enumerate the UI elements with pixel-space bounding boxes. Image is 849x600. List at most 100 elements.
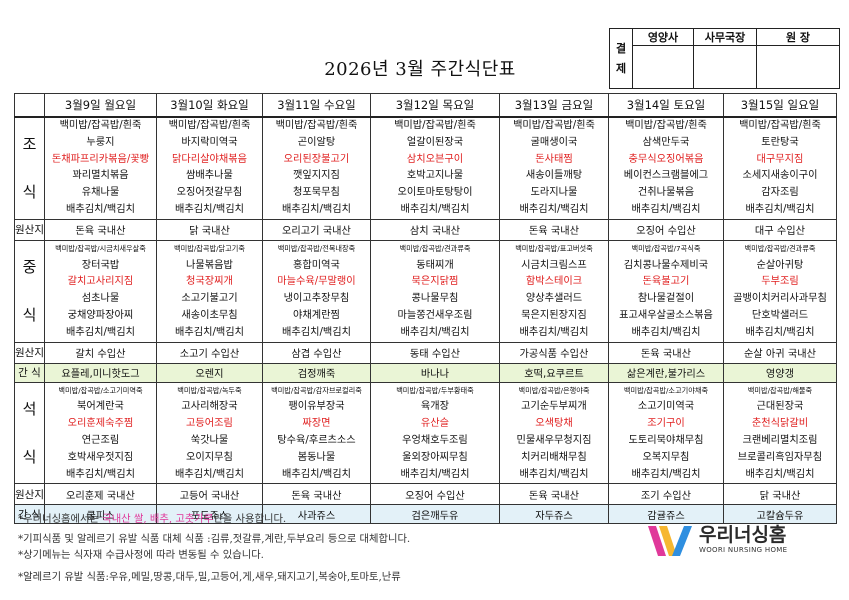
dinner-origin-cell: 닭 국내산 — [722, 483, 837, 506]
dinner-menu-item: 고등어조림 — [186, 418, 233, 430]
lunch-menu-item: 나물볶음밥 — [186, 259, 233, 271]
breakfast-menu-item: 호박고지나물 — [406, 170, 464, 182]
lunch-menu-cell: 백미밥/잡곡밥/시금치새우살죽 장터국밥 갈치고사리지짐 섬초나물 궁채양파장아찌 배추김… — [43, 239, 157, 343]
dinner-menu-item: 백미밥/잡곡밥/두부황태죽 — [396, 385, 474, 395]
dinner-menu-item: 도토리묵야채무침 — [628, 434, 704, 446]
dinner-menu-item: 배추김치/백김치 — [174, 468, 244, 480]
breakfast-label-char: 조 — [22, 135, 37, 154]
breakfast-menu-item: 백미밥/잡곡밥/흰죽 — [59, 120, 142, 131]
breakfast-menu-item: 유채나물 — [81, 187, 120, 199]
dinner-menu-item: 춘천식닭갈비 — [751, 418, 809, 430]
breakfast-menu-cell: 백미밥/잡곡밥/흰죽 토란탕국 대구무지짐 소세지새송이구이 감자조림 배추김치/백김치 — [722, 116, 837, 220]
breakfast-menu-cell: 백미밥/잡곡밥/흰죽 바지락미역국 닭다리살야채볶음 쌈배추나물 오징어젓갈무침 배추김치… — [155, 116, 263, 220]
snack1-label: 간 식 — [14, 362, 45, 383]
breakfast-menu-item: 배추김치/백김치 — [400, 203, 470, 215]
lunch-menu-cell: 백미밥/잡곡밥/전복내장죽 홍합미역국 마늘수육/무말랭이 냉이고추장무침 야채계란찜 배… — [261, 239, 371, 343]
lunch-menu-item: 청국장찌개 — [186, 276, 233, 288]
dinner-menu-item: 치커리배채무침 — [521, 451, 587, 463]
breakfast-menu-item: 삼치오븐구이 — [406, 153, 464, 165]
breakfast-origin-cell: 삼치 국내산 — [369, 218, 500, 241]
dinner-menu-item: 북어계란국 — [77, 401, 124, 413]
breakfast-menu-item: 백미밥/잡곡밥/흰죽 — [168, 120, 251, 131]
dinner-menu-item: 소고기미역국 — [637, 401, 695, 413]
dinner-menu-item: 근대된장국 — [756, 401, 804, 413]
lunch-menu-item: 장터국밥 — [81, 259, 120, 271]
dinner-menu-item: 백미밥/잡곡밥/은행야죽 — [518, 385, 590, 395]
lunch-menu-item: 두부조림 — [761, 276, 799, 288]
lunch-menu-item: 함박스테이크 — [525, 276, 583, 288]
snack2-cell: 사과쥬스 — [261, 504, 371, 525]
lunch-menu-item: 소고기불고기 — [181, 293, 238, 305]
approval-head-manager: 사무국장 — [693, 28, 757, 46]
lunch-menu-item: 백미밥/잡곡밥/견과류죽 — [399, 243, 471, 253]
breakfast-menu-item: 토란탕국 — [761, 136, 799, 148]
breakfast-menu-item: 오이토마토탕탕이 — [397, 187, 473, 199]
breakfast-menu-item: 돈채파프리카볶음/꽃빵 — [51, 153, 150, 165]
dinner-menu-item: 오이지무침 — [186, 451, 233, 463]
breakfast-origin-row: 원산지 돈육 국내산 닭 국내산 오리고기 국내산 삼치 국내산 돈육 국내산 오징어 수입… — [14, 218, 837, 241]
day-header: 3월11일 수요일 — [261, 93, 371, 118]
note-line: *기피식품 및 알레르기 유발 식품 대체 식품 :김류,젓갈류,계란,두부요리… — [18, 533, 411, 545]
logo-icon — [648, 526, 692, 556]
approval-head-director: 원 장 — [756, 28, 840, 46]
dinner-menu-cell: 백미밥/잡곡밥/해물죽 근대된장국 춘천식닭갈비 크랜베리멸치조림 브로콜리흑임자무침 배… — [722, 381, 837, 485]
breakfast-origin-cell: 대구 수입산 — [722, 218, 837, 241]
lunch-menu-item: 돈육불고기 — [642, 276, 690, 288]
approval-sign-cell — [632, 45, 694, 89]
approval-sign-cell — [693, 45, 757, 89]
day-header-row: 3월9일 월요일 3월10일 화요일 3월11일 수요일 3월12일 목요일 3월13일… — [14, 93, 837, 118]
day-header: 3월10일 화요일 — [155, 93, 263, 118]
dinner-menu-item: 오색탕채 — [535, 418, 573, 430]
breakfast-menu-item: 깻잎지지짐 — [293, 170, 340, 182]
lunch-menu-item: 새송이초무침 — [181, 309, 238, 321]
dinner-menu-item: 팽이유부장국 — [288, 401, 345, 413]
snack1-cell: 호떡,요쿠르트 — [498, 362, 609, 383]
dinner-menu-cell: 백미밥/잡곡밥/소고기야채죽 소고기미역국 조기구이 도토리묵야채무침 오복지무침 배추김… — [607, 381, 724, 485]
snack1-cell: 삶은계란,불가리스 — [607, 362, 724, 383]
breakfast-menu-item: 쌈배추나물 — [186, 170, 233, 182]
lunch-menu-item: 백미밥/잡곡밥/닭고기죽 — [173, 243, 245, 253]
breakfast-menu-item: 배추김치/백김치 — [174, 203, 244, 215]
dinner-menu-item: 배추김치/백김치 — [400, 468, 470, 480]
breakfast-row: 조 식 백미밥/잡곡밥/흰죽 누룽지 돈채파프리카볶음/꽃빵 꽈리멸치볶음 유채나물 배추김치… — [14, 116, 837, 220]
dinner-menu-item: 탕수육/후르츠소스 — [277, 434, 356, 446]
dinner-menu-item: 고기순두부찌개 — [521, 401, 587, 413]
lunch-menu-item: 배추김치/백김치 — [631, 326, 701, 338]
dinner-menu-item: 호박새우젓지짐 — [67, 451, 134, 463]
dinner-origin-cell: 돈육 국내산 — [261, 483, 371, 506]
dinner-menu-cell: 백미밥/잡곡밥/두부황태죽 육개장 유산슬 우엉채호두조림 울외장아찌무침 배추김치/백김… — [369, 381, 500, 485]
approval-sign-cell — [756, 45, 840, 89]
dinner-menu-item: 백미밥/잡곡밥/녹두죽 — [177, 385, 242, 395]
dinner-menu-cell: 백미밥/잡곡밥/소고기미역죽 북어계란국 오리훈제숙주찜 연근조림 호박새우젓지짐 배추김… — [43, 381, 157, 485]
lunch-menu-item: 백미밥/잡곡밥/표고버섯죽 — [515, 243, 593, 253]
lunch-menu-item: 골뱅이치커리사과무침 — [733, 293, 827, 305]
breakfast-menu-item: 새송이들깨탕 — [525, 170, 583, 182]
snack1-cell: 영양갱 — [722, 362, 837, 383]
snack2-cell: 검은깨두유 — [369, 504, 500, 525]
lunch-menu-item: 백미밥/잡곡밥/시금치새우살죽 — [55, 243, 146, 253]
breakfast-menu-item: 청포묵무침 — [293, 187, 340, 199]
lunch-menu-item: 백미밥/잡곡밥/전복내장죽 — [277, 243, 356, 253]
lunch-menu-item: 동태찌개 — [416, 259, 454, 271]
dinner-menu-item: 오복지무침 — [642, 451, 690, 463]
snack1-row: 간 식 요플레,미니핫도그 오렌지 검정깨죽 바나나 호떡,요쿠르트 삶은계란,불가리스 영양… — [14, 362, 837, 383]
breakfast-label-char: 식 — [22, 183, 37, 202]
breakfast-menu-item: 삼색만두국 — [642, 136, 690, 148]
dinner-menu-item: 브로콜리흑임자무침 — [737, 451, 823, 463]
snack2-label: 간 식 — [14, 504, 45, 525]
logo-name: 우리너싱홈 — [699, 524, 787, 546]
breakfast-menu-item: 바지락미역국 — [181, 136, 238, 148]
snack1-cell: 검정깨죽 — [261, 362, 371, 383]
breakfast-menu-item: 백미밥/잡곡밥/흰죽 — [739, 120, 821, 131]
breakfast-menu-item: 누룽지 — [86, 136, 115, 148]
breakfast-menu-item: 배추김치/백김치 — [745, 203, 815, 215]
lunch-origin-cell: 동태 수입산 — [369, 341, 500, 364]
lunch-menu-cell: 백미밥/잡곡밥/7곡식죽 김치콩나물수제비국 돈육불고기 참나물겉절이 표고새우살굴소스… — [607, 239, 724, 343]
lunch-menu-cell: 백미밥/잡곡밥/견과류죽 순살아귀탕 두부조림 골뱅이치커리사과무침 단호박샐러드 배추김… — [722, 239, 837, 343]
breakfast-menu-cell: 백미밥/잡곡밥/흰죽 굴매생이국 돈사태찜 새송이들깨탕 도라지나물 배추김치/백김치 — [498, 116, 609, 220]
lunch-origin-cell: 삼겹 수입산 — [261, 341, 371, 364]
dinner-menu-item: 배추김치/백김치 — [631, 468, 701, 480]
breakfast-menu-cell: 백미밥/잡곡밥/흰죽 곤이알탕 오리된장불고기 깻잎지지짐 청포묵무침 배추김치/백김치 — [261, 116, 371, 220]
breakfast-menu-item: 얼갈이된장국 — [406, 136, 464, 148]
dinner-menu-item: 오리훈제숙주찜 — [67, 418, 134, 430]
